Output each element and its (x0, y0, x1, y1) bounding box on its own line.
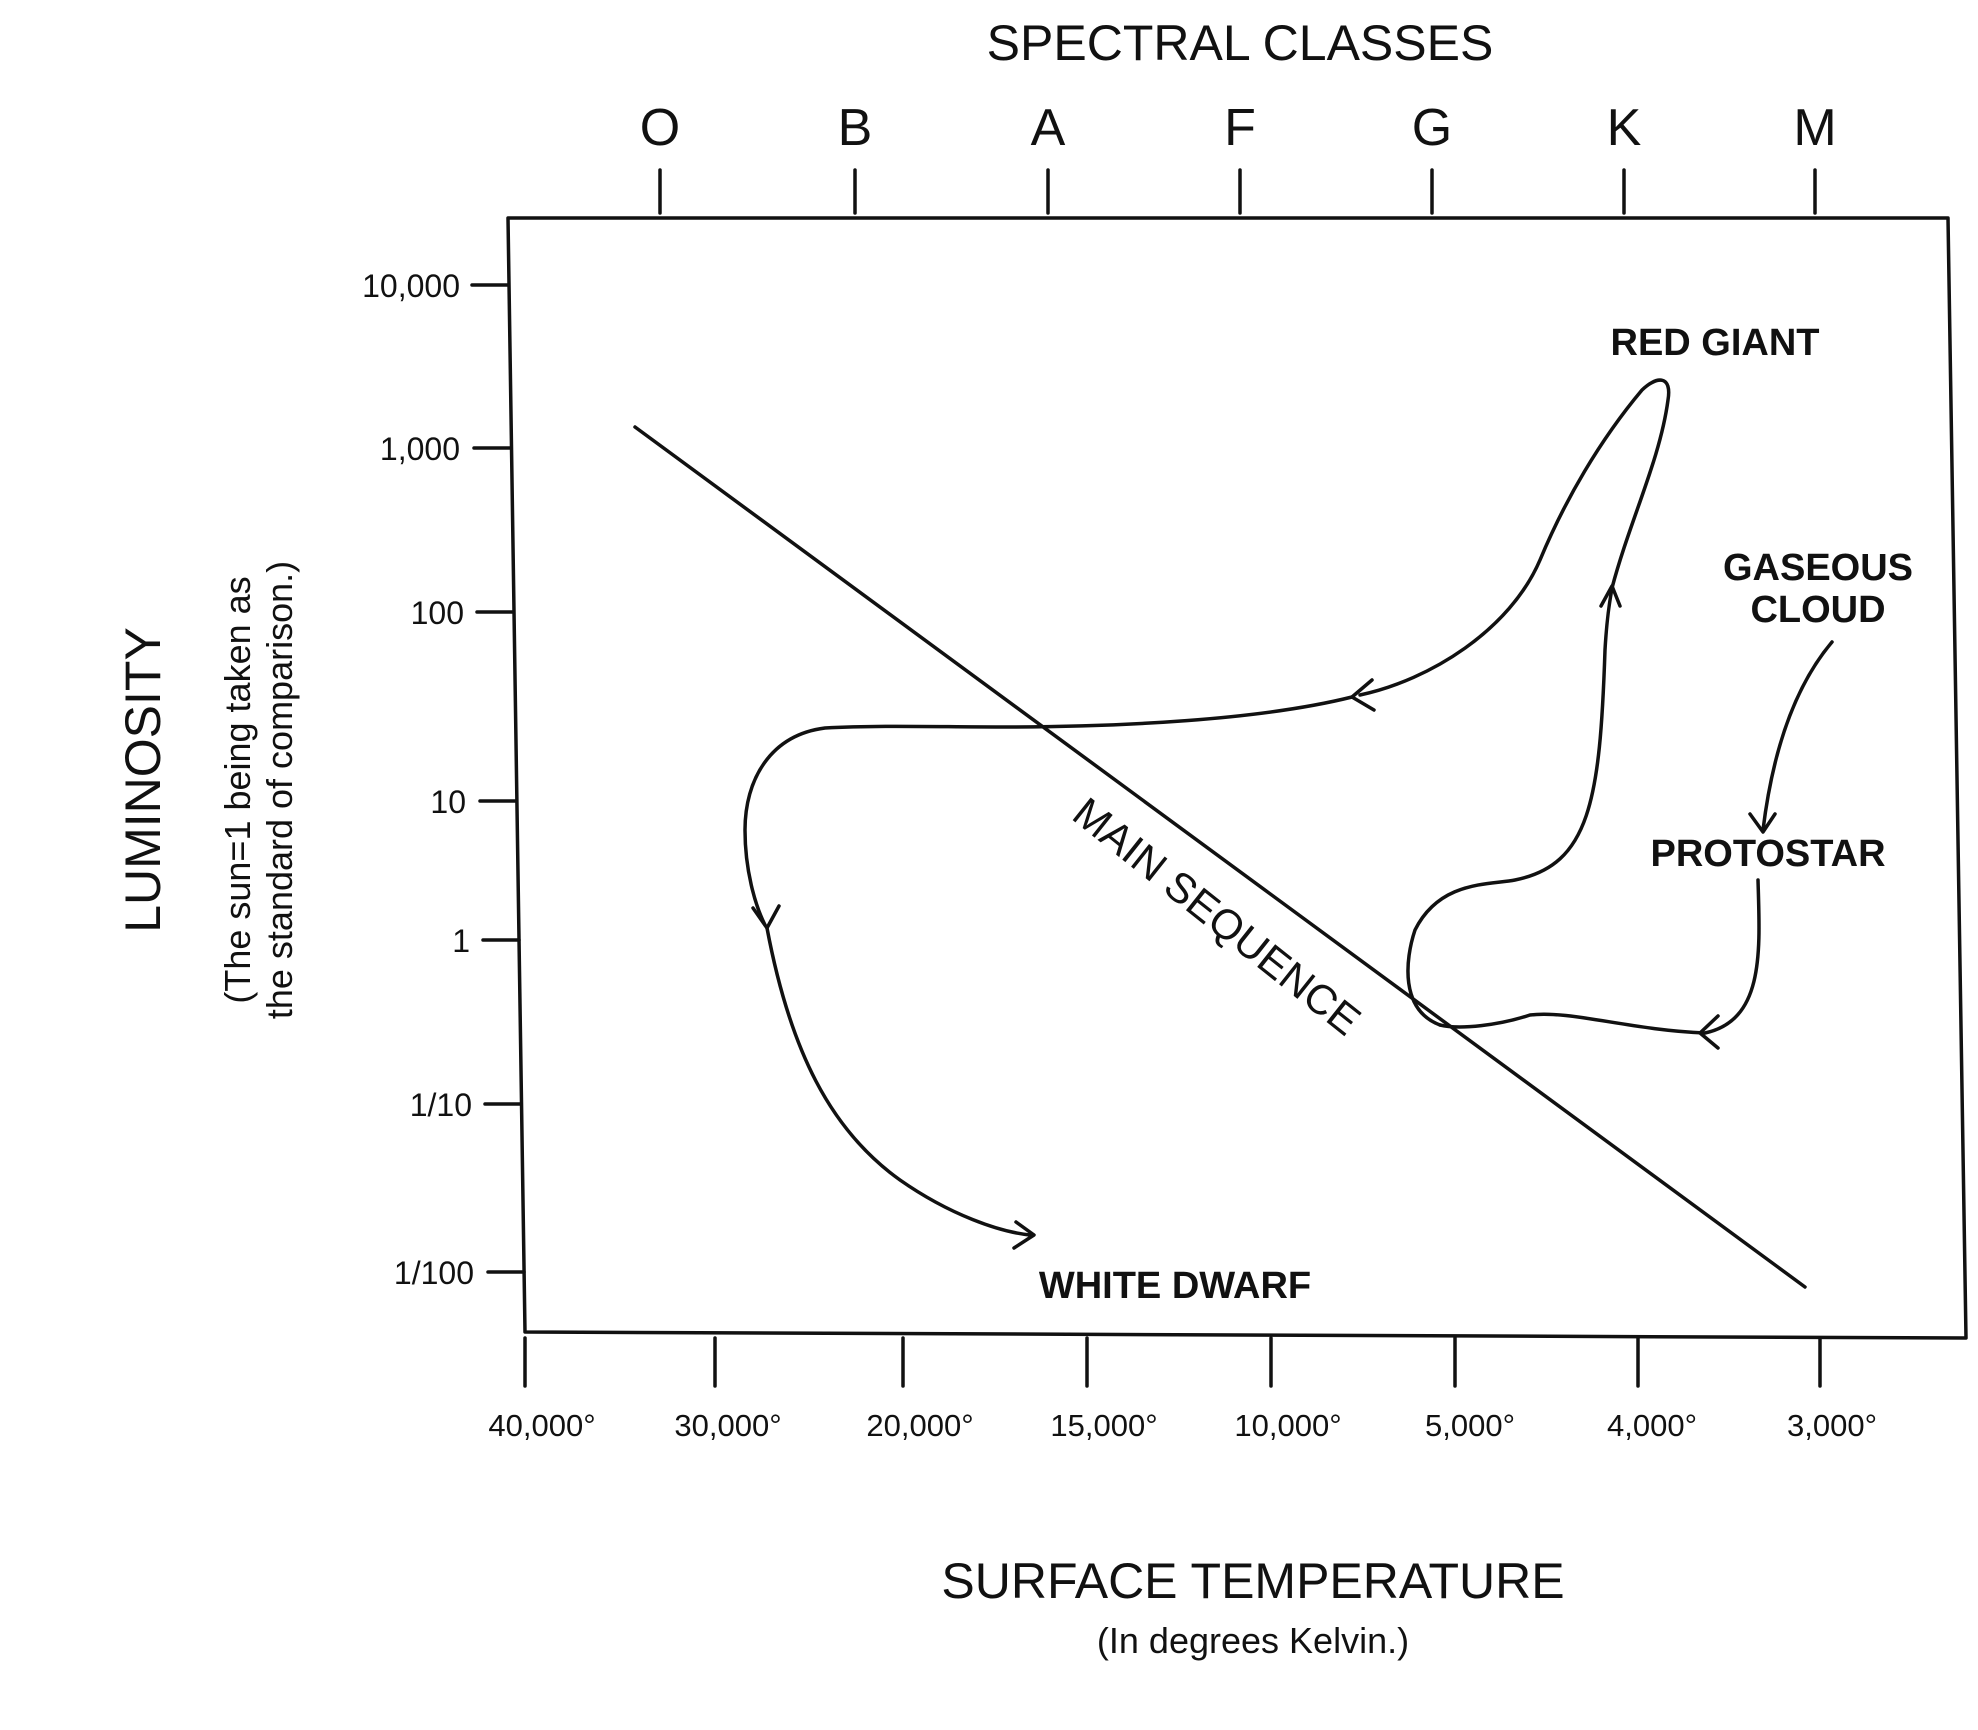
luminosity-axis: 10,000 1,000 100 10 1 1/10 1/100 (362, 268, 526, 1291)
temperature-tick-label: 20,000° (866, 1408, 973, 1443)
temperature-tick-label: 10,000° (1234, 1408, 1341, 1443)
temperature-tick-label: 3,000° (1787, 1408, 1877, 1443)
spectral-class-label: O (640, 99, 680, 157)
white-dwarf-label: WHITE DWARF (1039, 1265, 1311, 1307)
temperature-tick-label: 4,000° (1607, 1408, 1697, 1443)
spectral-class-axis: O B A F G K M (640, 99, 1837, 215)
temperature-title: SURFACE TEMPERATURE (941, 1553, 1564, 1609)
arrowhead (1698, 1014, 1720, 1050)
arrowhead (1012, 1220, 1036, 1250)
luminosity-tick-label: 10,000 (362, 268, 460, 304)
plot-frame (506, 216, 1968, 1340)
spectral-class-label: B (838, 99, 873, 157)
protostar-label: PROTOSTAR (1650, 833, 1885, 875)
temperature-tick-label: 15,000° (1050, 1408, 1157, 1443)
red-giant-path (1358, 378, 1671, 697)
white-dwarf-path (765, 926, 1032, 1237)
main-sequence-label: MAIN SEQUENCE (1064, 788, 1369, 1044)
spectral-class-label: F (1224, 99, 1256, 157)
luminosity-tick-label: 1/100 (394, 1255, 474, 1291)
collapse-path (1761, 640, 1834, 832)
luminosity-tick-label: 100 (411, 595, 464, 631)
spectral-classes-title: SPECTRAL CLASSES (987, 15, 1494, 71)
luminosity-tick-label: 10 (430, 784, 466, 820)
horizontal-branch-path (743, 695, 1354, 927)
luminosity-note-line2: the standard of comparison.) (259, 561, 300, 1019)
temperature-tick-label: 30,000° (674, 1408, 781, 1443)
luminosity-tick-label: 1/10 (410, 1087, 472, 1123)
gaseous-cloud-label-line1: GASEOUS (1723, 547, 1913, 589)
temperature-axis: 40,000° 30,000° 20,000° 15,000° 10,000° … (488, 1336, 1877, 1443)
luminosity-note-line1: (The sun=1 being taken as (217, 576, 258, 1003)
red-giant-label: RED GIANT (1611, 322, 1820, 364)
spectral-class-label: M (1793, 99, 1836, 157)
temperature-note: (In degrees Kelvin.) (1097, 1620, 1409, 1661)
gaseous-cloud-label-line2: CLOUD (1750, 589, 1885, 631)
giant-branch-path (1406, 586, 1614, 1027)
spectral-class-label: G (1412, 99, 1452, 157)
luminosity-tick-label: 1 (452, 923, 470, 959)
spectral-class-label: A (1031, 99, 1066, 157)
spectral-class-label: K (1607, 99, 1642, 157)
arrowhead (1748, 812, 1777, 834)
protostar-path (1438, 878, 1761, 1035)
luminosity-title: LUMINOSITY (115, 627, 171, 933)
main-sequence-line (633, 425, 1807, 1289)
temperature-tick-label: 5,000° (1425, 1408, 1515, 1443)
temperature-tick-label: 40,000° (488, 1408, 595, 1443)
luminosity-tick-label: 1,000 (380, 431, 460, 467)
